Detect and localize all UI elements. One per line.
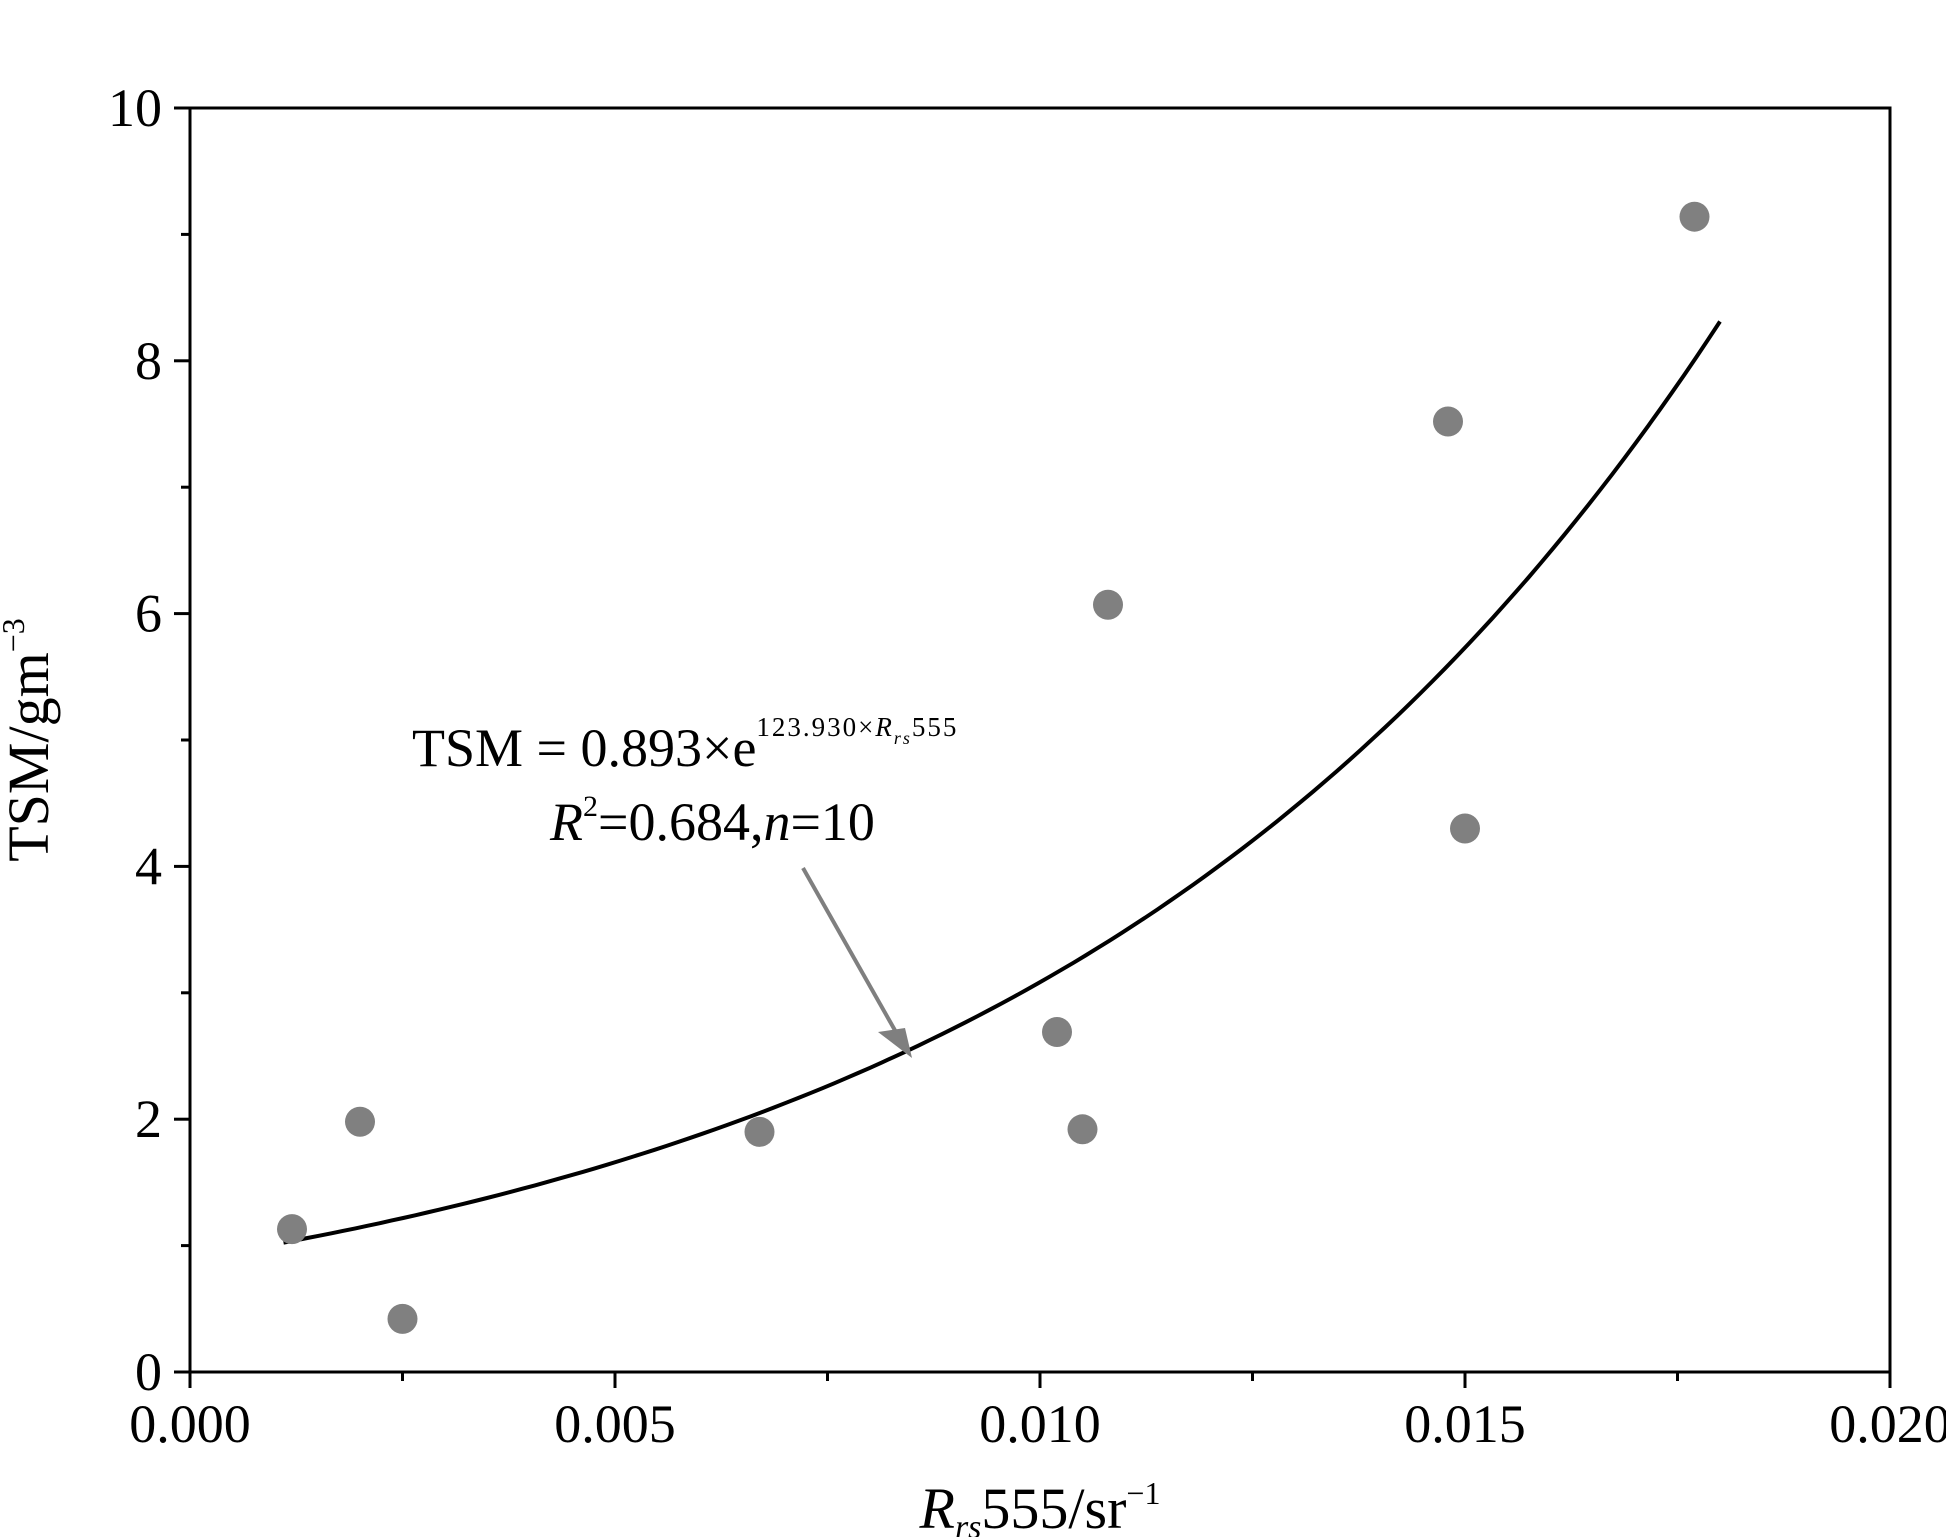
- x-tick-label: 0.000: [129, 1394, 251, 1454]
- y-tick-label: 2: [135, 1089, 162, 1149]
- equation-exponent: 123.930×Rrs555: [756, 712, 958, 748]
- r2-superscript: 2: [583, 790, 598, 823]
- r2-value: =0.684,: [598, 792, 763, 852]
- x-tick-label: 0.010: [979, 1394, 1101, 1454]
- y-tick-label: 8: [135, 331, 162, 391]
- y-axis-title-sup: −3: [0, 618, 31, 652]
- y-axis-title-main: TSM/gm: [0, 652, 61, 862]
- data-point: [1093, 589, 1123, 620]
- y-tick-label: 10: [108, 78, 162, 138]
- data-point: [1042, 1016, 1072, 1047]
- x-axis-title-sub: rs: [955, 1509, 981, 1537]
- y-tick-label: 4: [135, 836, 162, 896]
- data-point: [744, 1116, 775, 1147]
- x-tick-label: 0.020: [1829, 1394, 1946, 1454]
- x-axis-title-sup: −1: [1126, 1475, 1160, 1511]
- y-axis-ticks: 0 2 4 6 8 10: [108, 78, 190, 1402]
- exponential-fit-curve: [283, 320, 1722, 1245]
- x-axis-title: Rrs555/sr−1: [919, 1475, 1161, 1537]
- y-tick-label: 0: [135, 1342, 162, 1402]
- annotation-arrow: [801, 867, 912, 1058]
- y-tick-label: 6: [135, 584, 162, 644]
- data-point: [1433, 406, 1463, 437]
- r2-symbol: R: [549, 792, 583, 852]
- n-value: =10: [790, 792, 874, 852]
- data-points: [277, 201, 1710, 1334]
- fit-statistics: R2=0.684,n=10: [549, 790, 875, 852]
- x-tick-label: 0.015: [1404, 1394, 1526, 1454]
- y-axis-title: TSM/gm−3: [0, 618, 61, 862]
- data-point: [1067, 1114, 1098, 1145]
- equation-exponent-coef: 123.930×: [756, 712, 875, 742]
- x-axis-title-R: R: [919, 1476, 955, 1537]
- equation-exponent-sub: rs: [894, 728, 912, 748]
- data-point: [1679, 201, 1710, 232]
- data-point: [345, 1106, 375, 1137]
- x-axis-ticks: 0.000 0.005 0.010 0.015 0.020: [129, 1372, 1946, 1454]
- fit-equation: TSM = 0.893×e123.930×Rrs555: [412, 712, 958, 778]
- equation-prefix: TSM = 0.893×e: [412, 718, 756, 778]
- data-point: [1450, 813, 1480, 844]
- x-tick-label: 0.005: [554, 1394, 676, 1454]
- equation-exponent-suffix: 555: [912, 712, 959, 742]
- x-axis-title-main: 555/sr: [981, 1476, 1126, 1537]
- data-point: [277, 1214, 307, 1245]
- n-symbol: n: [763, 792, 790, 852]
- data-point: [387, 1303, 418, 1334]
- equation-exponent-R: R: [874, 712, 894, 742]
